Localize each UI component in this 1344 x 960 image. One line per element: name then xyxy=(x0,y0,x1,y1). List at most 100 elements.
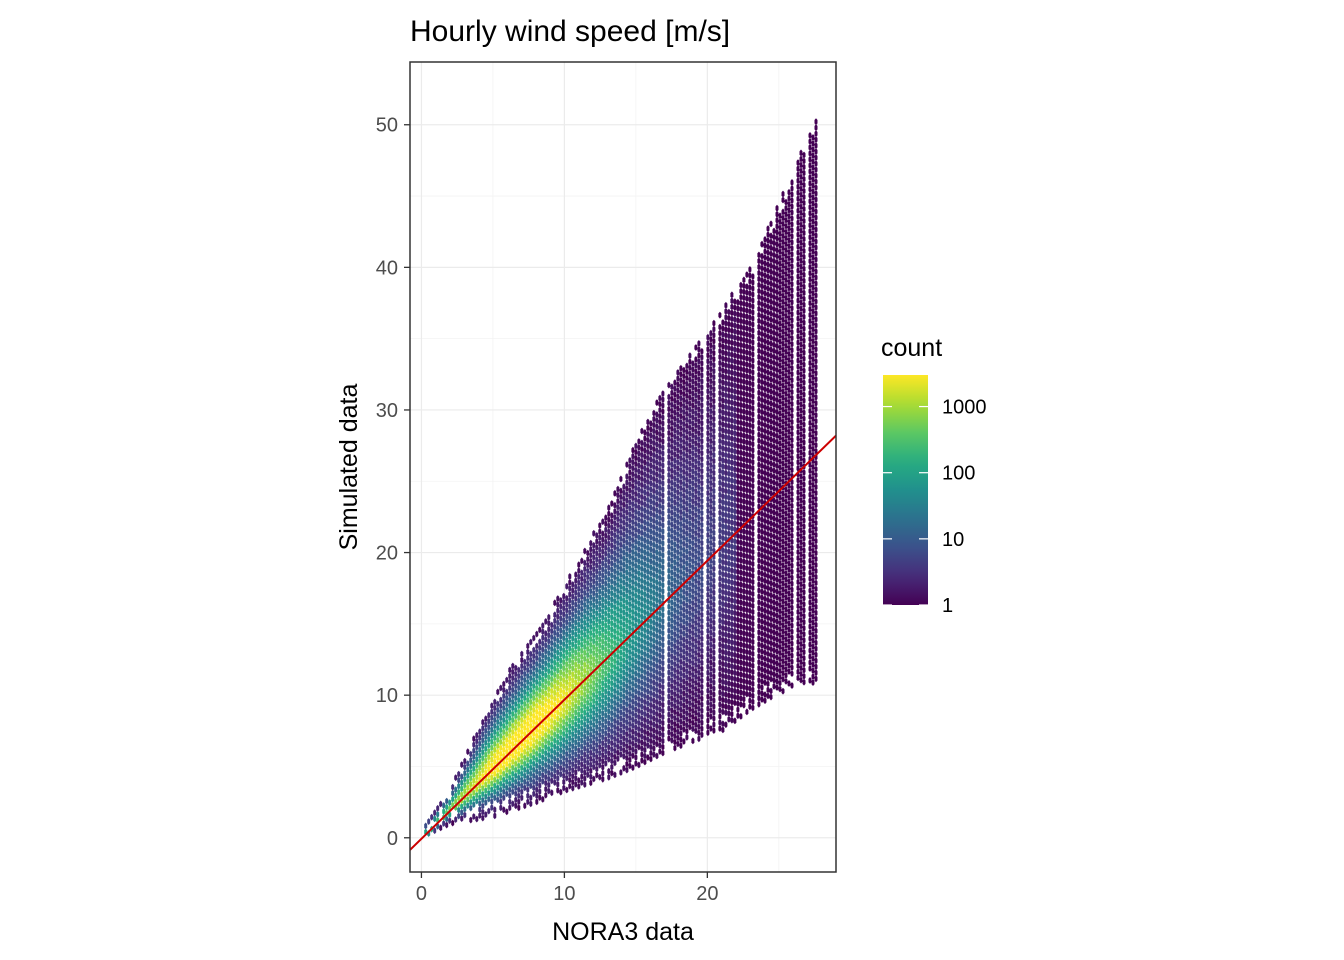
hex-cell xyxy=(766,650,770,658)
hex-cell xyxy=(595,538,599,545)
hex-cell xyxy=(778,284,782,292)
hex-cell xyxy=(721,594,725,602)
hex-cell xyxy=(751,351,755,358)
hex-cell xyxy=(526,660,530,668)
hex-cell xyxy=(682,474,686,482)
hex-cell xyxy=(691,581,695,589)
hex-cell xyxy=(676,464,680,472)
hex-cell xyxy=(454,816,458,823)
hex-cell xyxy=(616,599,620,607)
hex-cell xyxy=(499,684,503,692)
hex-cell xyxy=(592,529,596,537)
hex-cell xyxy=(736,382,740,390)
hex-cell xyxy=(658,562,662,570)
hex-cell xyxy=(766,524,770,532)
hex-cell xyxy=(571,766,575,774)
hex-cell xyxy=(490,792,494,800)
hex-cell xyxy=(625,485,629,492)
hex-cell xyxy=(757,479,761,486)
hex-cell xyxy=(733,495,737,503)
hex-cell xyxy=(721,570,725,578)
hex-cell xyxy=(667,711,671,718)
hex-cell xyxy=(712,613,716,621)
hex-cell xyxy=(781,208,785,216)
hex-cell xyxy=(757,610,761,618)
hex-cell xyxy=(766,626,770,634)
hex-cell xyxy=(631,590,635,598)
hex-cell xyxy=(604,712,608,719)
hex-cell xyxy=(712,481,716,489)
hex-cell xyxy=(520,746,524,754)
hex-cell xyxy=(514,730,518,738)
hex-cell xyxy=(658,730,662,737)
hex-cell xyxy=(775,576,779,584)
hex-cell xyxy=(538,656,542,664)
hex-cell xyxy=(697,693,701,701)
hex-cell xyxy=(460,785,464,793)
hex-cell xyxy=(571,682,575,690)
hex-cell xyxy=(580,581,584,589)
hex-cell xyxy=(616,605,620,613)
hex-cell xyxy=(568,728,572,736)
hex-cell xyxy=(568,698,572,706)
hex-cell xyxy=(589,605,593,613)
hex-cell xyxy=(757,593,761,600)
hex-cell xyxy=(775,468,779,476)
hex-cell xyxy=(772,449,776,457)
hex-cell xyxy=(769,466,773,473)
hex-cell xyxy=(724,595,728,603)
hex-cell xyxy=(661,587,665,595)
hex-cell xyxy=(706,357,710,365)
hex-cell xyxy=(700,599,704,607)
hex-cell xyxy=(514,688,518,696)
hex-cell xyxy=(442,802,446,809)
hex-cell xyxy=(598,761,602,769)
hex-cell xyxy=(613,735,617,743)
hex-cell xyxy=(586,609,590,617)
hex-cell xyxy=(742,450,746,457)
hex-cell xyxy=(775,570,779,578)
hex-cell xyxy=(751,674,755,682)
hex-cell xyxy=(676,626,680,634)
hex-cell xyxy=(748,373,752,381)
hex-cell xyxy=(748,325,752,333)
hex-cell xyxy=(778,493,782,501)
hex-cell xyxy=(583,643,587,651)
hex-cell xyxy=(730,411,734,419)
hex-cell xyxy=(709,569,713,577)
hex-cell xyxy=(646,424,650,432)
hex-cell xyxy=(613,489,617,497)
hex-cell xyxy=(562,610,566,618)
hex-cell xyxy=(766,255,770,262)
hex-cell xyxy=(706,579,710,587)
hex-cell xyxy=(709,425,713,433)
hex-cell xyxy=(472,813,476,820)
hex-cell xyxy=(499,726,503,734)
hex-cell xyxy=(778,212,782,220)
hex-cell xyxy=(688,520,692,527)
hex-cell xyxy=(670,431,674,439)
hex-cell xyxy=(628,672,632,680)
hex-cell xyxy=(472,759,476,767)
hex-cell xyxy=(697,375,701,383)
hex-cell xyxy=(745,450,749,458)
hex-cell xyxy=(718,371,722,379)
hex-cell xyxy=(463,769,467,777)
hex-cell xyxy=(673,385,677,393)
hex-cell xyxy=(772,575,776,582)
hex-cell xyxy=(640,541,644,549)
hex-cell xyxy=(673,558,677,566)
hex-cell xyxy=(742,396,746,404)
hex-cell xyxy=(673,397,677,405)
hex-cell xyxy=(658,556,662,564)
hex-cell xyxy=(619,571,623,579)
hex-cell xyxy=(682,498,686,506)
hex-cell xyxy=(721,648,725,656)
hex-cell xyxy=(607,642,611,649)
hex-cell xyxy=(571,712,575,720)
hex-cell xyxy=(739,347,743,355)
hex-cell xyxy=(673,469,677,476)
hex-cell xyxy=(697,663,701,671)
hex-cell xyxy=(574,589,578,597)
hex-cell xyxy=(619,649,623,657)
